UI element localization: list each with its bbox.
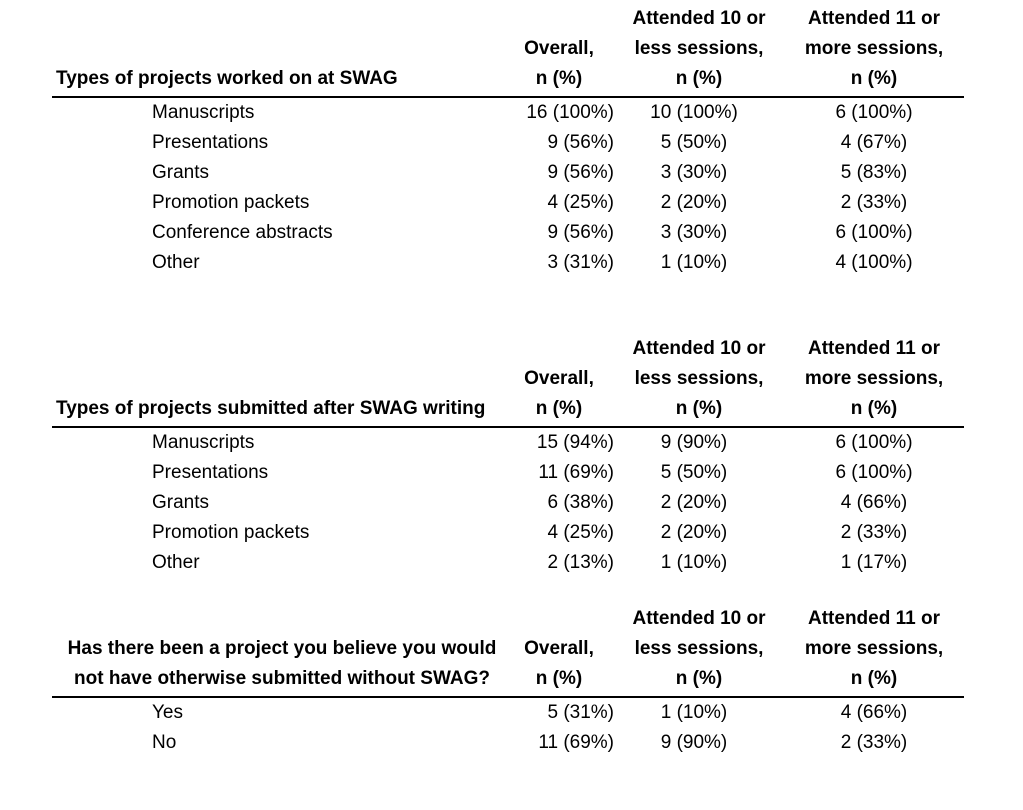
cell-11-or-more: 4 (66%) (840, 702, 908, 723)
table-row: Other 2 (13%) 1 (10%) 1 (17%) (52, 548, 964, 578)
column-header-11-or-more: Attended 11 or more sessions, n (%) (804, 338, 944, 419)
cell-overall: 2 (13%) (547, 552, 614, 573)
column-header-10-or-less: Attended 10 or less sessions, n (%) (632, 608, 766, 689)
cell-11-or-more: 6 (100%) (835, 102, 913, 123)
cell-11-or-more: 4 (67%) (840, 132, 908, 153)
table-row: Manuscripts 15 (94%) 9 (90%) 6 (100%) (52, 428, 964, 458)
table-body: Yes 5 (31%) 1 (10%) 4 (66%) No 11 (69%) 9 (90%… (52, 698, 964, 758)
row-label: Conference abstracts (152, 222, 333, 243)
header-divider (52, 426, 964, 428)
cell-11-or-more: 6 (100%) (835, 432, 913, 453)
table-row: No 11 (69%) 9 (90%) 2 (33%) (52, 728, 964, 758)
cell-overall: 11 (69%) (538, 462, 614, 483)
table-body: Manuscripts 16 (100%) 10 (100%) 6 (100%) Pre… (52, 98, 964, 278)
table-section-would-not-have-submitted: Has there been a project you believe you… (52, 600, 964, 758)
cell-overall: 9 (56%) (547, 132, 614, 153)
cell-10-or-less: 1 (10%) (660, 702, 728, 723)
cell-overall: 4 (25%) (547, 522, 614, 543)
table-row: Other 3 (31%) 1 (10%) 4 (100%) (52, 248, 964, 278)
table-row: Presentations 11 (69%) 5 (50%) 6 (100%) (52, 458, 964, 488)
column-header-11-or-more: Attended 11 or more sessions, n (%) (804, 8, 944, 89)
table-header: Types of projects submitted after SWAG w… (52, 330, 964, 426)
table-row: Grants 9 (56%) 3 (30%) 5 (83%) (52, 158, 964, 188)
row-label: Grants (152, 492, 210, 513)
column-header-11-or-more: Attended 11 or more sessions, n (%) (804, 608, 944, 689)
header-divider (52, 96, 964, 98)
cell-11-or-more: 6 (100%) (835, 222, 913, 243)
cell-overall: 9 (56%) (547, 222, 614, 243)
row-label: No (152, 732, 177, 753)
table-row: Presentations 9 (56%) 5 (50%) 4 (67%) (52, 128, 964, 158)
cell-10-or-less: 3 (30%) (660, 162, 728, 183)
cell-10-or-less: 5 (50%) (660, 462, 728, 483)
table-header: Has there been a project you believe you… (52, 600, 964, 696)
row-label: Other (152, 252, 200, 273)
cell-10-or-less: 2 (20%) (660, 522, 728, 543)
column-header-10-or-less: Attended 10 or less sessions, n (%) (632, 338, 766, 419)
table-body: Manuscripts 15 (94%) 9 (90%) 6 (100%) Presen… (52, 428, 964, 578)
cell-10-or-less: 10 (100%) (650, 102, 738, 123)
section-label: Types of projects submitted after SWAG w… (56, 398, 486, 419)
table-row: Manuscripts 16 (100%) 10 (100%) 6 (100%) (52, 98, 964, 128)
row-label: Other (152, 552, 200, 573)
cell-10-or-less: 5 (50%) (660, 132, 728, 153)
cell-overall: 11 (69%) (538, 732, 614, 753)
cell-11-or-more: 4 (100%) (835, 252, 913, 273)
cell-11-or-more: 2 (33%) (840, 192, 908, 213)
row-label: Manuscripts (152, 102, 255, 123)
cell-11-or-more: 5 (83%) (840, 162, 908, 183)
row-label: Presentations (152, 462, 269, 483)
cell-11-or-more: 6 (100%) (835, 462, 913, 483)
row-label: Promotion packets (152, 192, 310, 213)
row-label: Yes (152, 702, 183, 723)
table-section-projects-worked-on: Types of projects worked on at SWAG Over… (52, 0, 964, 278)
table-row: Promotion packets 4 (25%) 2 (20%) 2 (33%) (52, 188, 964, 218)
cell-overall: 16 (100%) (526, 102, 614, 123)
column-header-overall: Overall, n (%) (524, 638, 594, 689)
cell-10-or-less: 9 (90%) (660, 732, 728, 753)
row-label: Presentations (152, 132, 269, 153)
cell-10-or-less: 1 (10%) (660, 252, 728, 273)
cell-10-or-less: 2 (20%) (660, 192, 728, 213)
cell-10-or-less: 1 (10%) (660, 552, 728, 573)
cell-10-or-less: 3 (30%) (660, 222, 728, 243)
cell-overall: 3 (31%) (547, 252, 614, 273)
header-divider (52, 696, 964, 698)
cell-overall: 9 (56%) (547, 162, 614, 183)
column-header-overall: Overall, n (%) (524, 368, 594, 419)
cell-overall: 6 (38%) (547, 492, 614, 513)
table-row: Promotion packets 4 (25%) 2 (20%) 2 (33%) (52, 518, 964, 548)
cell-11-or-more: 2 (33%) (840, 522, 908, 543)
row-label: Promotion packets (152, 522, 310, 543)
table-section-projects-submitted: Types of projects submitted after SWAG w… (52, 330, 964, 578)
table-row: Grants 6 (38%) 2 (20%) 4 (66%) (52, 488, 964, 518)
cell-overall: 4 (25%) (547, 192, 614, 213)
cell-11-or-more: 1 (17%) (840, 552, 908, 573)
cell-overall: 5 (31%) (547, 702, 614, 723)
cell-10-or-less: 2 (20%) (660, 492, 728, 513)
section-label: Has there been a project you believe you… (67, 638, 497, 689)
cell-11-or-more: 4 (66%) (840, 492, 908, 513)
column-header-overall: Overall, n (%) (524, 38, 594, 89)
cell-11-or-more: 2 (33%) (840, 732, 908, 753)
section-label: Types of projects worked on at SWAG (56, 68, 398, 89)
table-row: Conference abstracts 9 (56%) 3 (30%) 6 (100… (52, 218, 964, 248)
table-row: Yes 5 (31%) 1 (10%) 4 (66%) (52, 698, 964, 728)
table-header: Types of projects worked on at SWAG Over… (52, 0, 964, 96)
cell-overall: 15 (94%) (536, 432, 614, 453)
cell-10-or-less: 9 (90%) (660, 432, 728, 453)
row-label: Grants (152, 162, 210, 183)
row-label: Manuscripts (152, 432, 255, 453)
column-header-10-or-less: Attended 10 or less sessions, n (%) (632, 8, 766, 89)
